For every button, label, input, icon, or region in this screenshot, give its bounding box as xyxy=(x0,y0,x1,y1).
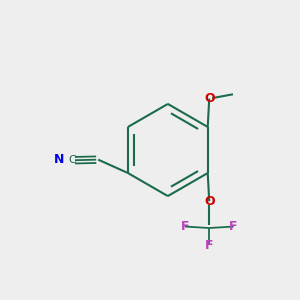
Text: O: O xyxy=(204,195,214,208)
Text: O: O xyxy=(204,92,214,105)
Text: F: F xyxy=(181,220,189,233)
Text: F: F xyxy=(229,220,238,233)
Text: N: N xyxy=(53,154,64,166)
Text: C: C xyxy=(68,155,76,165)
Text: F: F xyxy=(205,238,214,252)
